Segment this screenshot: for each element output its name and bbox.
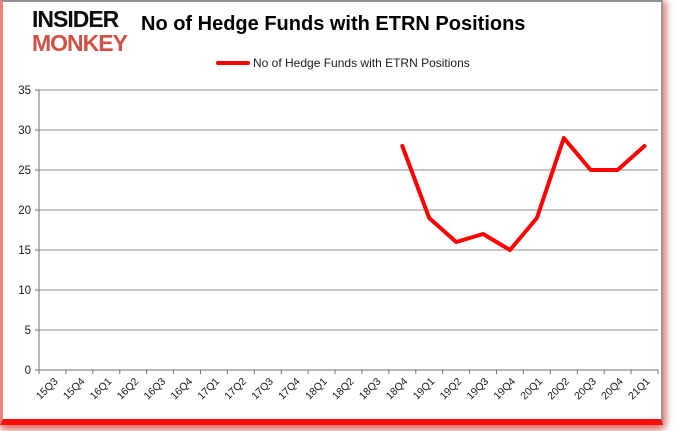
y-axis-label: 0 bbox=[25, 365, 31, 377]
legend: No of Hedge Funds with ETRN Positions bbox=[216, 56, 470, 70]
x-axis-label: 18Q3 bbox=[357, 376, 384, 403]
x-axis-label: 17Q4 bbox=[276, 376, 303, 403]
y-axis-label: 10 bbox=[18, 285, 31, 297]
insider-monkey-logo: INSIDER MONKEY bbox=[32, 6, 128, 56]
x-axis-label: 18Q4 bbox=[384, 376, 411, 403]
x-axis-label: 15Q3 bbox=[34, 376, 61, 403]
logo-text-monkey: MONKEY bbox=[32, 30, 128, 56]
gridlines bbox=[39, 89, 658, 331]
x-axis-label: 19Q2 bbox=[438, 376, 465, 403]
x-axis-label: 16Q2 bbox=[115, 376, 142, 403]
x-axis-label: 16Q1 bbox=[88, 376, 115, 403]
x-axis-label: 18Q2 bbox=[330, 376, 357, 403]
x-axis-label: 19Q4 bbox=[491, 376, 518, 403]
x-axis-labels: 15Q3 15Q4 16Q1 16Q2 16Q3 16Q4 17Q1 17Q2 17Q3 17Q4… bbox=[34, 376, 653, 403]
x-axis-label: 17Q1 bbox=[195, 376, 222, 403]
x-axis-label: 19Q1 bbox=[411, 376, 438, 403]
series-line bbox=[400, 136, 647, 252]
x-axis-label: 15Q4 bbox=[61, 376, 88, 403]
x-axis-label: 17Q2 bbox=[222, 376, 249, 403]
y-axis-label: 20 bbox=[18, 205, 31, 217]
x-axis-label: 17Q3 bbox=[249, 376, 276, 403]
x-axis-label: 16Q4 bbox=[168, 376, 195, 403]
x-axis-label: 21Q1 bbox=[626, 376, 653, 403]
x-axis-label: 19Q3 bbox=[465, 376, 492, 403]
legend-line-marker bbox=[216, 61, 250, 65]
axes bbox=[38, 90, 659, 374]
x-axis-label: 20Q1 bbox=[518, 376, 545, 403]
logo-text-insider: INSIDER bbox=[32, 6, 119, 32]
chart-title: No of Hedge Funds with ETRN Positions bbox=[141, 13, 526, 35]
x-axis-label: 18Q1 bbox=[303, 376, 330, 403]
legend-label: No of Hedge Funds with ETRN Positions bbox=[253, 56, 470, 70]
y-axis-label: 15 bbox=[18, 245, 31, 257]
x-axis-label: 20Q4 bbox=[599, 376, 626, 403]
y-axis-label: 30 bbox=[18, 125, 31, 137]
y-axis-label: 25 bbox=[18, 165, 31, 177]
y-axis-label: 5 bbox=[25, 325, 31, 337]
x-axis-label: 16Q3 bbox=[142, 376, 169, 403]
x-axis-label: 20Q3 bbox=[572, 376, 599, 403]
x-axis-label: 20Q2 bbox=[545, 376, 572, 403]
y-axis-label: 35 bbox=[18, 85, 31, 97]
y-axis-labels: 0 5 10 15 20 25 30 35 bbox=[18, 85, 39, 377]
chart-panel: INSIDER MONKEY No of Hedge Funds with ET… bbox=[0, 0, 663, 425]
